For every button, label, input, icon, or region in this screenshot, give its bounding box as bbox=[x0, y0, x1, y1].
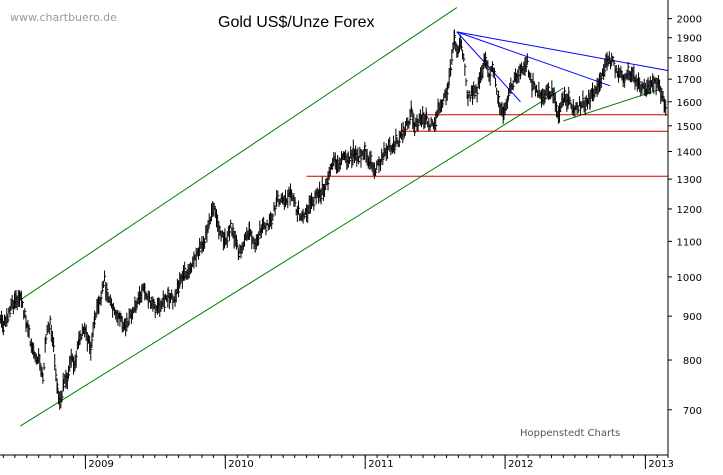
trendline-layer bbox=[19, 7, 668, 427]
y-tick-label: 1400 bbox=[677, 148, 702, 159]
y-tick-label: 900 bbox=[683, 312, 702, 323]
y-tick-label: 1700 bbox=[677, 75, 702, 86]
y-tick-label: 2000 bbox=[677, 15, 702, 26]
x-tick-label: 2010 bbox=[228, 459, 253, 470]
y-tick-label: 1200 bbox=[677, 205, 702, 216]
x-tick-label: 2012 bbox=[508, 459, 533, 470]
y-tick-label: 1600 bbox=[677, 98, 702, 109]
y-tick-label: 1300 bbox=[677, 175, 702, 186]
axis-layer: 700 800 900 1000 1100 1200 1300 1400 1500 1600 170… bbox=[0, 0, 702, 470]
x-tick-label: 2013 bbox=[648, 459, 673, 470]
chart-credit: Hoppenstedt Charts bbox=[520, 428, 620, 439]
price-bars-layer bbox=[0, 29, 668, 410]
y-tick-label: 1000 bbox=[677, 273, 702, 284]
trendline bbox=[456, 31, 668, 71]
y-tick-label: 1500 bbox=[677, 122, 702, 133]
trendline bbox=[456, 31, 611, 87]
horizontal-line-layer bbox=[306, 114, 668, 177]
x-tick-label: 2009 bbox=[88, 459, 113, 470]
y-tick-label: 700 bbox=[683, 406, 702, 417]
y-tick-label: 1800 bbox=[677, 54, 702, 65]
y-tick-label: 800 bbox=[683, 356, 702, 367]
trendline bbox=[19, 87, 564, 427]
trendline bbox=[563, 89, 658, 122]
y-tick-label: 1900 bbox=[677, 34, 702, 45]
trendline bbox=[19, 7, 458, 301]
chart-title: Gold US$/Unze Forex bbox=[218, 14, 375, 31]
x-tick-label: 2011 bbox=[368, 459, 393, 470]
y-tick-label: 1100 bbox=[677, 237, 702, 248]
watermark: www.chartbuero.de bbox=[10, 11, 117, 24]
